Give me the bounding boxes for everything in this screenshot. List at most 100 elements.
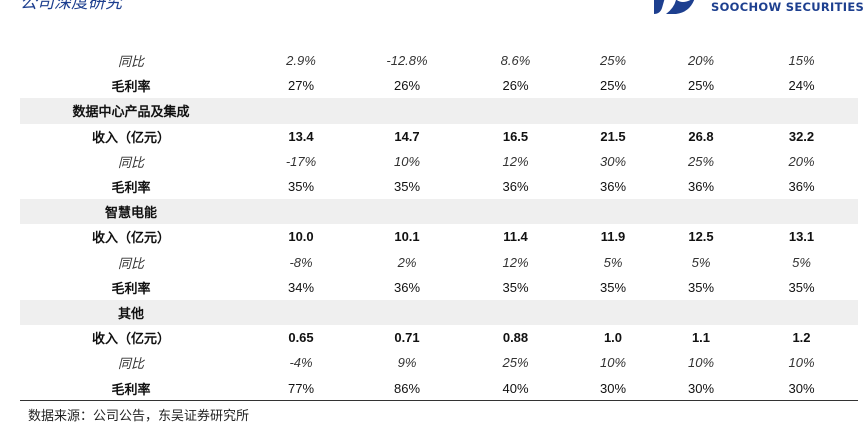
value-cell: 30% (687, 380, 715, 396)
value-cell: 36% (599, 179, 627, 195)
value-cell: 32.2 (788, 128, 815, 144)
value-cell: 13.1 (788, 229, 815, 245)
value-cell: 25% (599, 78, 627, 94)
value-cell: 8.6% (500, 53, 531, 69)
value-cell: 24% (788, 78, 815, 94)
value-cell (462, 98, 569, 124)
value-cell: 11.9 (600, 229, 626, 245)
row-label: 毛利率 (111, 79, 151, 95)
value-cell (352, 98, 462, 124)
value-cell: 2% (397, 254, 417, 270)
value-cell: 25% (599, 53, 627, 69)
value-cell: 0.65 (288, 330, 314, 346)
value-cell: -17% (285, 153, 317, 169)
value-cell: 86% (393, 380, 421, 396)
table-row: 同比 -17% 10% 12% 30% 25% 20% (20, 149, 858, 174)
row-label: 同比 (117, 154, 144, 170)
value-cell (462, 199, 569, 225)
value-cell: 36% (393, 279, 421, 295)
value-cell: 36% (687, 179, 715, 195)
table-row: 毛利率 27% 26% 26% 25% 25% 24% (20, 73, 858, 98)
table-row: 同比 -4% 9% 25% 10% 10% 10% (20, 350, 858, 375)
value-cell: 0.71 (394, 330, 420, 346)
value-cell: 25% (502, 355, 529, 371)
value-cell (569, 199, 657, 225)
value-cell (745, 98, 858, 124)
value-cell (352, 299, 462, 326)
value-cell: 12% (502, 153, 529, 169)
value-cell (657, 98, 745, 124)
value-cell: -4% (289, 355, 313, 371)
value-cell: 40% (502, 380, 529, 396)
table-body: 同比 2.9% -12.8% 8.6% 25% 20% 15% 毛利率 27% 26% 26% 25%… (20, 48, 858, 401)
row-label: 收入（亿元） (91, 230, 170, 246)
table-row: 收入（亿元） 0.65 0.71 0.88 1.0 1.1 1.2 (20, 325, 858, 350)
value-cell: 26.8 (688, 128, 714, 144)
value-cell: 14.7 (394, 128, 420, 144)
value-cell (745, 199, 858, 225)
section-header-row: 其他 (20, 299, 858, 326)
value-cell (352, 199, 462, 225)
row-label: 收入（亿元） (91, 331, 170, 347)
value-cell: 2.9% (286, 53, 316, 69)
value-cell: 5% (792, 254, 811, 270)
value-cell (250, 199, 352, 225)
financial-forecast-table: 同比 2.9% -12.8% 8.6% 25% 20% 15% 毛利率 27% 26% 26% 25%… (20, 48, 858, 401)
value-cell (657, 199, 745, 225)
section-header-row: 数据中心产品及集成 (20, 98, 858, 124)
value-cell: 5% (691, 254, 711, 270)
value-cell: 5% (603, 254, 623, 270)
value-cell (250, 299, 352, 326)
value-cell: 16.5 (502, 128, 529, 144)
row-label: 数据中心产品及集成 (20, 98, 250, 124)
value-cell: 1.2 (792, 330, 811, 346)
value-cell: 10.0 (288, 229, 314, 245)
value-cell (569, 98, 657, 124)
row-label: 同比 (117, 255, 144, 271)
value-cell: 34% (287, 279, 315, 295)
value-cell (745, 299, 858, 326)
value-cell: 1.0 (603, 330, 623, 346)
value-cell: 35% (788, 279, 815, 295)
value-cell: 35% (287, 179, 315, 195)
row-label: 毛利率 (111, 180, 151, 196)
value-cell: 35% (599, 279, 627, 295)
table-row: 同比 2.9% -12.8% 8.6% 25% 20% 15% (20, 48, 858, 73)
value-cell: 30% (599, 380, 627, 396)
value-cell: 30% (599, 153, 627, 169)
value-cell: 12.5 (688, 229, 714, 245)
row-label: 其他 (20, 299, 250, 326)
soochow-logo-icon (654, 0, 695, 14)
table-row: 同比 -8% 2% 12% 5% 5% 5% (20, 250, 858, 275)
value-cell: 36% (502, 179, 529, 195)
value-cell: -12.8% (386, 53, 428, 69)
value-cell: 30% (788, 380, 815, 396)
table-row: 收入（亿元） 13.4 14.7 16.5 21.5 26.8 32.2 (20, 124, 858, 149)
value-cell: 26% (502, 78, 529, 94)
section-header-row: 智慧电能 (20, 199, 858, 225)
table-row: 毛利率 35% 35% 36% 36% 36% 36% (20, 174, 858, 199)
value-cell (250, 98, 352, 124)
value-cell: 35% (502, 279, 529, 295)
value-cell: 21.5 (600, 128, 626, 144)
value-cell: 20% (788, 153, 815, 169)
value-cell: 35% (393, 179, 421, 195)
value-cell: 9% (397, 355, 417, 371)
value-cell: 0.88 (502, 330, 529, 346)
source-note: 数据来源：公司公告，东吴证券研究所 (28, 409, 250, 424)
value-cell: 10% (687, 355, 715, 371)
value-cell: 35% (687, 279, 715, 295)
value-cell (569, 299, 657, 326)
value-cell: 1.1 (691, 330, 711, 346)
value-cell: 20% (687, 53, 715, 69)
value-cell: 36% (788, 179, 815, 195)
table-row: 收入（亿元） 10.0 10.1 11.4 11.9 12.5 13.1 (20, 224, 858, 249)
row-label: 毛利率 (111, 381, 151, 397)
table-row: 毛利率 34% 36% 35% 35% 35% 35% (20, 275, 858, 300)
table-row: 毛利率 77% 86% 40% 30% 30% 30% (20, 375, 858, 400)
value-cell: 10% (788, 355, 815, 371)
value-cell: 13.4 (288, 128, 314, 144)
value-cell: 25% (687, 153, 715, 169)
value-cell: 27% (287, 78, 315, 94)
row-label: 同比 (117, 54, 144, 70)
